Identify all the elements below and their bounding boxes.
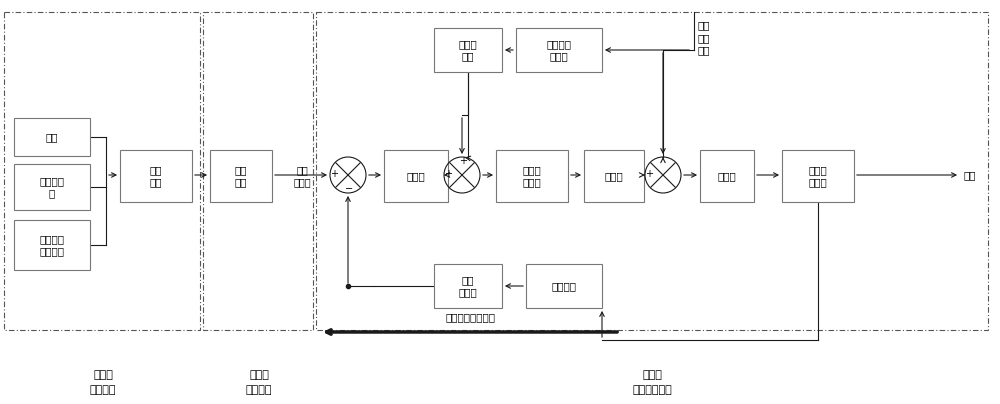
Text: 混合器: 混合器 xyxy=(605,171,623,181)
Text: 控制器: 控制器 xyxy=(407,171,425,181)
Bar xyxy=(203,12,313,330)
Text: 缸温
修正: 缸温 修正 xyxy=(235,165,247,187)
Bar xyxy=(434,28,502,72)
Text: +: + xyxy=(459,156,467,166)
Bar xyxy=(496,150,568,202)
Bar xyxy=(384,150,448,202)
Bar xyxy=(584,150,644,202)
Bar xyxy=(700,150,754,202)
Text: 最适
空燃比: 最适 空燃比 xyxy=(293,165,311,187)
Text: 氧传感器反馈控制: 氧传感器反馈控制 xyxy=(445,312,495,322)
Text: 内燃发
电机组: 内燃发 电机组 xyxy=(809,165,827,187)
Bar xyxy=(782,150,854,202)
Text: 燃气阀
门开度: 燃气阀 门开度 xyxy=(523,165,541,187)
Text: 工况
判定: 工况 判定 xyxy=(150,165,162,187)
Text: 判定工况: 判定工况 xyxy=(90,385,116,395)
Text: 节气门开
度: 节气门开 度 xyxy=(40,176,64,198)
Text: 前馈控
制器: 前馈控 制器 xyxy=(459,39,477,61)
Bar xyxy=(316,12,988,330)
Text: 进气歧管
压力温度: 进气歧管 压力温度 xyxy=(40,234,64,256)
Text: 氧传感器: 氧传感器 xyxy=(552,281,576,291)
Bar xyxy=(210,150,272,202)
Text: −: − xyxy=(345,184,353,194)
Bar xyxy=(14,118,90,156)
Bar xyxy=(526,264,602,308)
Text: 度甲
烧浓
传感: 度甲 烧浓 传感 xyxy=(698,21,710,55)
Text: 第一步: 第一步 xyxy=(93,370,113,380)
Text: 第三步: 第三步 xyxy=(642,370,662,380)
Text: 甲烷浓度
传感器: 甲烷浓度 传感器 xyxy=(546,39,572,61)
Text: 转速: 转速 xyxy=(46,132,58,142)
Bar xyxy=(14,220,90,270)
Text: 实际
空燃比: 实际 空燃比 xyxy=(459,275,477,297)
Bar xyxy=(4,12,200,330)
Bar xyxy=(516,28,602,72)
Text: 第二步: 第二步 xyxy=(249,370,269,380)
Text: 节气门: 节气门 xyxy=(718,171,736,181)
Text: 缸温修正: 缸温修正 xyxy=(246,385,272,395)
Text: +: + xyxy=(330,169,338,179)
Text: +: + xyxy=(645,169,653,179)
Bar xyxy=(434,264,502,308)
Text: 尾气: 尾气 xyxy=(963,170,976,180)
Text: +: + xyxy=(444,169,452,179)
Bar xyxy=(120,150,192,202)
Bar xyxy=(14,164,90,210)
Text: 控制阀门开度: 控制阀门开度 xyxy=(632,385,672,395)
